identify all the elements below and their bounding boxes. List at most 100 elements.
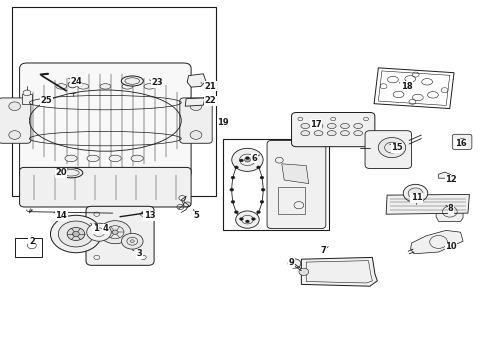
Ellipse shape bbox=[59, 168, 83, 178]
Circle shape bbox=[58, 221, 94, 247]
Circle shape bbox=[99, 221, 131, 244]
Circle shape bbox=[299, 268, 309, 275]
Circle shape bbox=[240, 159, 244, 162]
FancyBboxPatch shape bbox=[365, 131, 412, 168]
FancyBboxPatch shape bbox=[292, 112, 375, 147]
Text: 6: 6 bbox=[252, 154, 260, 163]
Text: 10: 10 bbox=[445, 242, 457, 251]
Circle shape bbox=[122, 233, 143, 249]
Bar bbox=[223, 139, 329, 230]
FancyBboxPatch shape bbox=[180, 98, 212, 143]
Text: 18: 18 bbox=[399, 82, 413, 91]
FancyBboxPatch shape bbox=[452, 134, 472, 149]
Text: 19: 19 bbox=[217, 118, 229, 127]
Ellipse shape bbox=[341, 123, 349, 129]
Bar bbox=[278, 187, 305, 214]
Polygon shape bbox=[386, 194, 469, 214]
Ellipse shape bbox=[314, 131, 323, 136]
Circle shape bbox=[9, 131, 21, 139]
Circle shape bbox=[245, 220, 249, 223]
Text: 8: 8 bbox=[446, 204, 454, 213]
Circle shape bbox=[23, 90, 31, 96]
Ellipse shape bbox=[121, 76, 143, 86]
Ellipse shape bbox=[301, 123, 310, 129]
Text: 2: 2 bbox=[29, 236, 35, 246]
Polygon shape bbox=[282, 164, 309, 184]
Text: 20: 20 bbox=[55, 168, 67, 177]
Circle shape bbox=[68, 81, 77, 88]
Ellipse shape bbox=[78, 84, 89, 89]
Text: 1: 1 bbox=[91, 223, 98, 233]
Circle shape bbox=[232, 148, 263, 171]
Ellipse shape bbox=[122, 84, 133, 89]
Circle shape bbox=[251, 159, 255, 162]
Circle shape bbox=[236, 211, 259, 228]
Circle shape bbox=[143, 211, 147, 215]
Circle shape bbox=[9, 102, 21, 111]
Polygon shape bbox=[411, 230, 463, 254]
Circle shape bbox=[234, 166, 238, 169]
Text: 25: 25 bbox=[41, 96, 52, 105]
Ellipse shape bbox=[56, 84, 67, 89]
Polygon shape bbox=[185, 98, 205, 106]
Polygon shape bbox=[187, 74, 206, 87]
Ellipse shape bbox=[354, 123, 363, 129]
Text: 11: 11 bbox=[411, 194, 422, 202]
Text: 16: 16 bbox=[455, 139, 466, 148]
Circle shape bbox=[87, 223, 111, 241]
Circle shape bbox=[288, 259, 301, 268]
Text: 22: 22 bbox=[203, 96, 217, 105]
Text: 23: 23 bbox=[149, 78, 163, 87]
Text: 7: 7 bbox=[320, 246, 328, 255]
Circle shape bbox=[230, 188, 234, 191]
FancyBboxPatch shape bbox=[20, 63, 191, 178]
Ellipse shape bbox=[109, 155, 121, 162]
Text: 14: 14 bbox=[54, 211, 67, 220]
Text: 13: 13 bbox=[142, 211, 155, 220]
Bar bbox=[22, 94, 32, 104]
Circle shape bbox=[408, 188, 423, 199]
Ellipse shape bbox=[327, 131, 336, 136]
Circle shape bbox=[257, 166, 261, 169]
Circle shape bbox=[50, 215, 101, 253]
Ellipse shape bbox=[327, 123, 336, 129]
Ellipse shape bbox=[65, 155, 77, 162]
Bar bbox=[12, 7, 216, 196]
Text: 3: 3 bbox=[132, 249, 143, 258]
Circle shape bbox=[67, 228, 85, 240]
Circle shape bbox=[260, 176, 264, 179]
Circle shape bbox=[130, 240, 134, 243]
Circle shape bbox=[112, 230, 118, 234]
Ellipse shape bbox=[314, 123, 323, 129]
Text: 15: 15 bbox=[390, 143, 403, 152]
FancyBboxPatch shape bbox=[0, 98, 31, 143]
Ellipse shape bbox=[100, 84, 111, 89]
Ellipse shape bbox=[301, 131, 310, 136]
Circle shape bbox=[260, 201, 264, 203]
Text: 4: 4 bbox=[102, 224, 108, 233]
Polygon shape bbox=[439, 172, 451, 178]
Circle shape bbox=[190, 131, 202, 139]
Polygon shape bbox=[301, 257, 377, 286]
Polygon shape bbox=[374, 68, 454, 109]
Circle shape bbox=[231, 201, 235, 203]
Circle shape bbox=[257, 211, 261, 213]
FancyBboxPatch shape bbox=[86, 206, 154, 265]
Circle shape bbox=[245, 157, 249, 159]
Ellipse shape bbox=[341, 131, 349, 136]
Circle shape bbox=[73, 231, 79, 237]
Ellipse shape bbox=[144, 84, 155, 89]
Text: 24: 24 bbox=[69, 77, 82, 85]
Circle shape bbox=[231, 176, 235, 179]
Text: 12: 12 bbox=[445, 175, 457, 184]
Circle shape bbox=[190, 102, 202, 111]
Text: 21: 21 bbox=[201, 82, 217, 91]
Ellipse shape bbox=[131, 155, 143, 162]
Circle shape bbox=[234, 211, 238, 213]
FancyBboxPatch shape bbox=[20, 167, 191, 207]
Text: 17: 17 bbox=[310, 120, 322, 129]
Text: 9: 9 bbox=[289, 258, 294, 267]
Ellipse shape bbox=[87, 155, 99, 162]
Circle shape bbox=[251, 217, 255, 220]
Text: 5: 5 bbox=[193, 210, 199, 220]
